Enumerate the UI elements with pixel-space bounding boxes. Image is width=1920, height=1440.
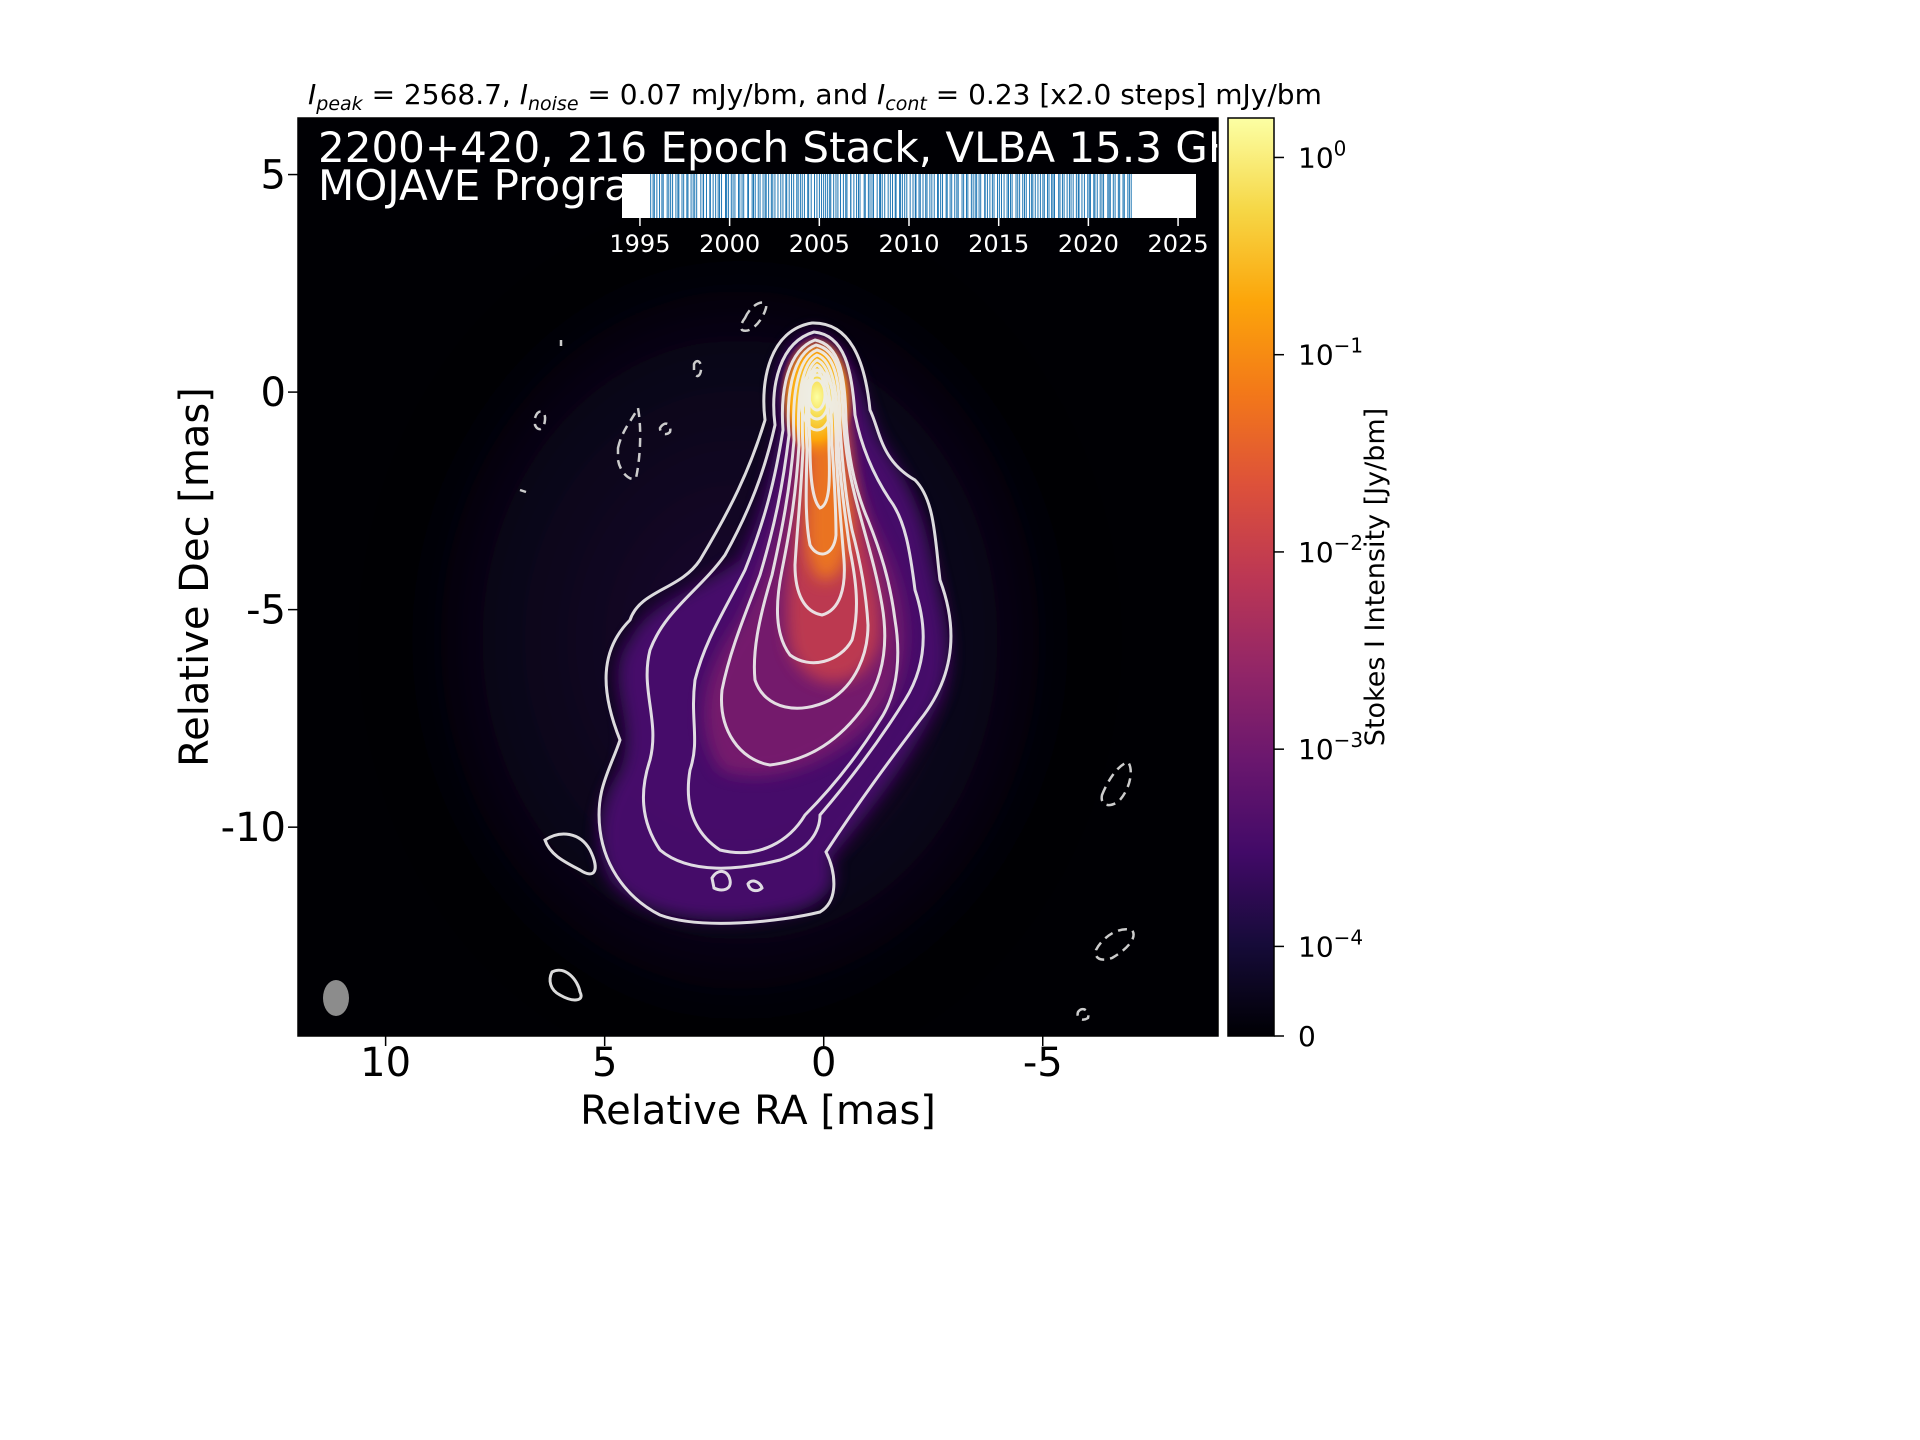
- contour-3: [686, 338, 900, 855]
- colorbar-tick-label: 100: [1298, 136, 1346, 174]
- contours-positive: [543, 321, 953, 1002]
- neg-contour-1: [739, 301, 768, 333]
- contour-island-3: [710, 870, 732, 892]
- colorbar-tick-label: 10−4: [1298, 925, 1363, 963]
- neg-contour-8: [1076, 1007, 1090, 1021]
- colorbar-tick-label: 10−3: [1298, 728, 1363, 766]
- colorbar-tick-label: 10−1: [1298, 334, 1363, 372]
- timeline-tick-label: 2015: [968, 230, 1029, 258]
- plot-frame: [297, 117, 1219, 1037]
- timeline-tick-label: 2005: [789, 230, 850, 258]
- contour-5: [752, 348, 870, 710]
- contour-1: [597, 321, 953, 925]
- neg-contour-2: [692, 359, 703, 378]
- contour-7: [793, 358, 846, 617]
- timeline-tick-label: 2025: [1148, 230, 1209, 258]
- colorbar-tick-label: 0: [1298, 1020, 1316, 1053]
- contour-island-1: [543, 832, 597, 876]
- x-axis: 10 5 0 -5: [360, 1036, 1063, 1086]
- contour-4: [720, 343, 887, 767]
- contour-6: [775, 353, 858, 665]
- timeline-tick-label: 2000: [699, 230, 760, 258]
- y-tick-label: -10: [221, 805, 286, 851]
- contour-11: [803, 373, 831, 421]
- contour-8: [804, 363, 838, 556]
- timeline-tick-label: 2010: [878, 230, 939, 258]
- neg-contour-5: [658, 422, 672, 436]
- neg-contour-6: [1100, 760, 1132, 807]
- timeline-epoch-lines: [650, 174, 1132, 218]
- colorbar-ticks: 100 10−1 10−2 10−3 10−4 0: [1274, 136, 1363, 1053]
- timeline-ticks: 1995 2000 2005 2010 2015 2020 2025: [609, 218, 1209, 258]
- epoch-timeline: 1995 2000 2005 2010 2015 2020 2025: [609, 174, 1209, 258]
- x-tick-label: -5: [1023, 1040, 1063, 1086]
- colorbar-gradient: [1227, 117, 1275, 1037]
- overlay-title-line2: MOJAVE Program: [318, 161, 671, 210]
- neg-contour-7: [1094, 927, 1135, 961]
- beam-ellipse: [323, 980, 349, 1016]
- overlay-title-line1: 2200+420, 216 Epoch Stack, VLBA 15.3 GHz: [318, 123, 1261, 172]
- x-axis-label: Relative RA [mas]: [580, 1088, 936, 1134]
- y-axis: 5 0 -5 -10: [221, 153, 298, 851]
- contour-12: [807, 378, 827, 412]
- image-panel: 2200+420, 216 Epoch Stack, VLBA 15.3 GHz…: [298, 118, 1261, 1036]
- neg-contour-3: [533, 410, 547, 431]
- contour-9: [807, 368, 831, 510]
- contour-2: [641, 330, 925, 870]
- x-tick-label: 5: [592, 1040, 617, 1086]
- y-tick-label: 0: [261, 370, 286, 416]
- x-tick-label: 0: [811, 1040, 836, 1086]
- figure-title: Ipeak = 2568.7, Inoise = 0.07 mJy/bm, an…: [308, 78, 1322, 115]
- contour-island-4: [746, 879, 764, 893]
- timeline-tick-label: 2020: [1058, 230, 1119, 258]
- colorbar-tick-label: 10−2: [1298, 531, 1363, 569]
- contours-negative: [533, 301, 1135, 1021]
- contour-10: [799, 368, 835, 432]
- x-tick-label: 10: [360, 1040, 411, 1086]
- y-axis-label: Relative Dec [mas]: [172, 387, 218, 767]
- timeline-tick-label: 1995: [609, 230, 670, 258]
- neg-contour-tick-2: [519, 488, 527, 494]
- y-tick-label: 5: [261, 153, 286, 199]
- colorbar: 100 10−1 10−2 10−3 10−4 0 Stokes I Intensity …: [1227, 117, 1391, 1053]
- y-tick-label: -5: [246, 588, 286, 634]
- colorbar-label: Stokes I Intensity [Jy/bm]: [1360, 408, 1391, 746]
- contour-island-2: [548, 968, 583, 1002]
